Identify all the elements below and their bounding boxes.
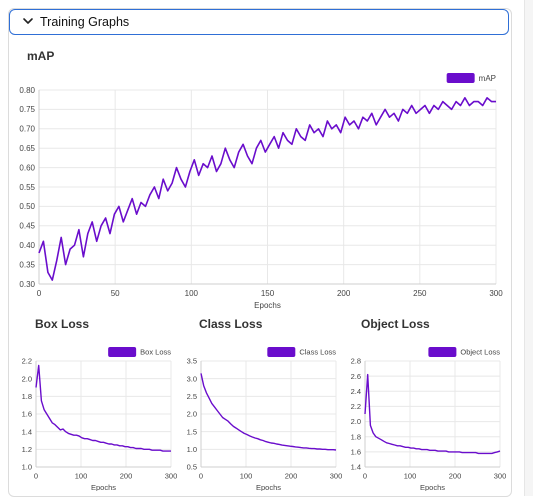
class-loss-y-tick-label: 3.5 [187, 357, 197, 366]
class-loss-y-tick-label: 1.5 [187, 427, 197, 436]
accordion-header-label: Training Graphs [40, 15, 130, 29]
class-loss-x-axis-label: Epochs [256, 483, 281, 491]
class-loss-x-tick-label: 0 [199, 472, 203, 481]
map-x-tick-label: 250 [413, 289, 427, 298]
object-loss-y-tick-label: 1.6 [351, 447, 361, 456]
box-loss-chart-title: Box Loss [35, 317, 90, 331]
object-loss-x-tick-label: 200 [449, 472, 462, 481]
object-loss-x-tick-label: 300 [494, 472, 507, 481]
class-loss-y-tick-label: 1.0 [187, 445, 197, 454]
object-loss-legend-label: Object Loss [460, 348, 500, 357]
map-x-tick-label: 50 [111, 289, 120, 298]
map-chart: 0.30 0.35 0.40 0.45 0.50 0.55 0.60 0.65 0.70 0.75… [19, 73, 503, 310]
object-loss-y-tick-label: 2.4 [351, 387, 361, 396]
object-loss-chart: 1.4 1.6 1.8 2.0 2.2 2.4 2.6 2.8 0 100 200 300 Epochs… [351, 347, 507, 491]
map-series-line [38, 96, 496, 281]
training-graphs-accordion-header[interactable]: Training Graphs [9, 9, 509, 35]
map-x-tick-label: 150 [261, 289, 275, 298]
map-x-axis-label: Epochs [254, 301, 281, 310]
class-loss-chart: 0.5 1.0 1.5 2.0 2.5 3.0 3.5 0 100 200 300 Epochs Cla… [187, 347, 343, 491]
object-loss-y-tick-label: 1.4 [351, 463, 361, 472]
map-y-tick-label: 0.70 [19, 125, 35, 134]
object-loss-y-tick-label: 2.8 [351, 357, 361, 366]
box-loss-legend-swatch [108, 347, 137, 357]
map-y-tick-label: 0.40 [19, 241, 35, 250]
class-loss-x-tick-label: 100 [240, 472, 253, 481]
object-loss-legend-swatch [428, 347, 457, 357]
map-legend-label: mAP [479, 74, 496, 83]
map-x-tick-label: 200 [337, 289, 351, 298]
map-x-tick-label: 100 [185, 289, 199, 298]
map-x-tick-label: 300 [489, 289, 503, 298]
map-y-tick-label: 0.50 [19, 202, 35, 211]
class-loss-x-tick-label: 300 [330, 472, 343, 481]
class-loss-y-tick-label: 2.5 [187, 392, 197, 401]
map-y-tick-label: 0.45 [19, 222, 35, 231]
map-chart-title: mAP [27, 49, 55, 63]
class-loss-x-tick-label: 200 [285, 472, 298, 481]
box-loss-y-tick-label: 2.2 [22, 357, 32, 366]
box-loss-y-tick-label: 2.0 [22, 374, 32, 383]
box-loss-x-tick-label: 0 [34, 472, 38, 481]
map-y-tick-label: 0.65 [19, 144, 35, 153]
box-loss-series-line [35, 364, 171, 452]
map-x-tick-label: 0 [37, 289, 42, 298]
object-loss-y-tick-label: 2.0 [351, 417, 361, 426]
object-loss-y-tick-label: 1.8 [351, 432, 361, 441]
class-loss-legend-label: Class Loss [299, 348, 336, 357]
box-loss-y-tick-label: 1.6 [22, 410, 32, 419]
map-legend-swatch [446, 73, 475, 83]
object-loss-series-line [364, 373, 501, 455]
box-loss-x-tick-label: 200 [120, 472, 133, 481]
training-graphs-panel: Training Graphs mAP 0.30 0.35 0.40 0.45 0.50… [8, 8, 512, 497]
class-loss-legend-swatch [267, 347, 296, 357]
box-loss-chart: 1.0 1.2 1.4 1.6 1.8 2.0 2.2 0 100 200 300 Epochs Box… [22, 347, 178, 491]
map-y-tick-label: 0.80 [19, 86, 35, 95]
box-loss-x-tick-label: 300 [165, 472, 178, 481]
chevron-down-icon [23, 18, 33, 24]
object-loss-chart-title: Object Loss [361, 317, 430, 331]
class-loss-y-tick-label: 0.5 [187, 463, 197, 472]
box-loss-y-tick-label: 1.0 [22, 463, 32, 472]
map-y-tick-label: 0.35 [19, 260, 35, 269]
class-loss-chart-title: Class Loss [199, 317, 263, 331]
box-loss-y-tick-label: 1.2 [22, 445, 32, 454]
map-y-tick-label: 0.60 [19, 163, 35, 172]
map-y-tick-label: 0.55 [19, 183, 35, 192]
object-loss-y-tick-label: 2.2 [351, 402, 361, 411]
class-loss-y-tick-label: 2.0 [187, 410, 197, 419]
object-loss-x-tick-label: 0 [363, 472, 367, 481]
class-loss-series-line [200, 373, 337, 451]
object-loss-y-tick-label: 2.6 [351, 372, 361, 381]
box-loss-x-axis-label: Epochs [91, 483, 116, 491]
object-loss-x-tick-label: 100 [404, 472, 417, 481]
scrollbar-track[interactable] [524, 0, 533, 496]
box-loss-y-tick-label: 1.8 [22, 392, 32, 401]
box-loss-y-tick-label: 1.4 [22, 427, 32, 436]
box-loss-x-tick-label: 100 [75, 472, 88, 481]
map-y-tick-label: 0.75 [19, 105, 35, 114]
map-y-tick-label: 0.30 [19, 280, 35, 289]
object-loss-x-axis-label: Epochs [420, 483, 445, 491]
class-loss-y-tick-label: 3.0 [187, 374, 197, 383]
box-loss-legend-label: Box Loss [140, 348, 171, 357]
